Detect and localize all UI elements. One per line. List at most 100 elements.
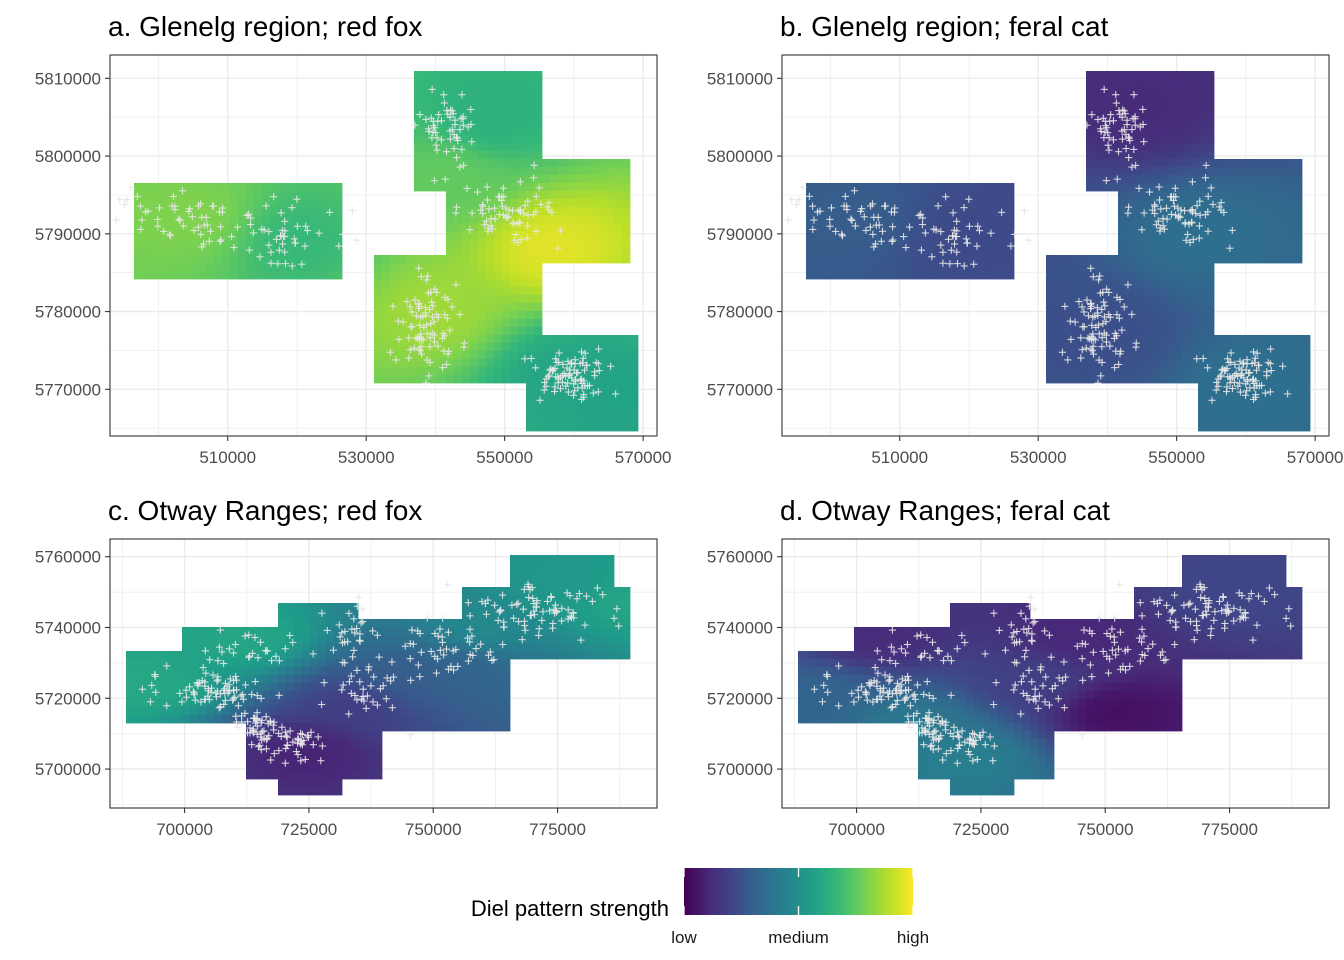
heat-cell xyxy=(1054,287,1063,296)
heat-cell xyxy=(1214,247,1223,256)
heat-cell xyxy=(558,239,567,248)
site-marker xyxy=(449,110,457,118)
site-marker xyxy=(918,220,927,229)
heat-cell xyxy=(902,627,911,636)
heat-cell xyxy=(846,675,855,684)
heat-cell xyxy=(1134,103,1143,112)
heat-cell xyxy=(854,699,863,708)
site-marker xyxy=(283,733,291,741)
heat-cell xyxy=(422,643,431,652)
heat-cell xyxy=(302,699,311,708)
site-marker xyxy=(1159,222,1167,230)
heat-cell xyxy=(526,79,535,88)
heat-cell xyxy=(174,255,183,264)
heat-cell xyxy=(1198,279,1207,288)
heat-cell xyxy=(950,191,959,200)
site-marker xyxy=(267,259,275,267)
heat-cell xyxy=(454,87,463,96)
heat-cell xyxy=(294,223,303,232)
site-marker xyxy=(232,686,241,694)
heat-cell xyxy=(150,191,159,200)
heat-cell xyxy=(1094,71,1103,80)
heat-cell xyxy=(350,675,359,684)
site-marker xyxy=(178,187,187,195)
site-marker xyxy=(508,601,516,609)
site-marker xyxy=(429,302,437,310)
site-marker xyxy=(355,636,364,644)
heat-cell xyxy=(1110,111,1119,120)
heat-cell xyxy=(894,207,903,216)
heat-cell xyxy=(1286,423,1295,432)
heat-cell xyxy=(478,699,487,708)
heat-cell xyxy=(318,183,327,192)
heat-cell xyxy=(270,659,279,668)
heat-cell xyxy=(1214,399,1223,408)
heat-cell xyxy=(614,215,623,224)
site-marker xyxy=(1102,338,1111,346)
heat-cell xyxy=(566,579,575,588)
heat-cell xyxy=(158,263,167,272)
heat-cell xyxy=(1206,215,1215,224)
heat-cell xyxy=(446,143,455,152)
heat-cell xyxy=(302,247,311,256)
site-marker xyxy=(1102,318,1110,326)
heat-cell xyxy=(446,207,455,216)
heat-cell xyxy=(294,699,303,708)
heat-cell xyxy=(1278,175,1287,184)
heat-cell xyxy=(446,223,455,232)
site-marker xyxy=(1115,360,1123,369)
heat-cell xyxy=(374,699,383,708)
site-marker xyxy=(1157,205,1165,213)
heat-cell xyxy=(966,247,975,256)
heat-cell xyxy=(1158,263,1167,272)
heat-cell xyxy=(1230,423,1239,432)
heat-cell xyxy=(230,207,239,216)
site-marker xyxy=(199,663,207,672)
site-marker xyxy=(574,368,582,377)
heat-cell xyxy=(966,255,975,264)
heat-cell xyxy=(1190,239,1199,248)
heat-cell xyxy=(1126,247,1135,256)
site-marker xyxy=(459,113,467,121)
heat-cell xyxy=(374,351,383,360)
heat-cell xyxy=(1158,303,1167,312)
heat-cell xyxy=(398,715,407,724)
heat-cell xyxy=(206,263,215,272)
heat-cell xyxy=(470,271,479,280)
heat-cell xyxy=(446,667,455,676)
heat-cell xyxy=(1102,343,1111,352)
heat-cell xyxy=(358,675,367,684)
site-marker xyxy=(1154,217,1162,225)
site-marker xyxy=(553,358,561,367)
site-marker xyxy=(275,657,283,665)
heat-cell xyxy=(1198,399,1207,408)
heat-cell xyxy=(414,699,423,708)
heat-cell xyxy=(1254,391,1263,400)
heat-cell xyxy=(422,263,431,272)
site-marker xyxy=(226,675,234,683)
heat-cell xyxy=(310,223,319,232)
heat-cell xyxy=(574,399,583,408)
heat-cell xyxy=(1174,231,1183,240)
heat-cell xyxy=(606,343,615,352)
site-marker xyxy=(1128,125,1136,134)
heat-cell xyxy=(1094,255,1103,264)
heat-cell xyxy=(1078,335,1087,344)
heat-cell xyxy=(150,271,159,280)
heat-cell xyxy=(598,399,607,408)
site-marker xyxy=(1100,329,1108,337)
site-marker xyxy=(1225,358,1233,367)
heat-cell xyxy=(614,611,623,620)
heat-cell xyxy=(902,675,911,684)
site-marker xyxy=(317,757,325,765)
heat-cell xyxy=(350,715,359,724)
heat-cell xyxy=(470,207,479,216)
site-marker xyxy=(932,226,940,234)
heat-cell xyxy=(518,279,527,288)
heat-cell xyxy=(534,399,543,408)
heat-cell xyxy=(486,643,495,652)
heat-cell xyxy=(478,715,487,724)
heat-cell xyxy=(598,223,607,232)
heat-cell xyxy=(1102,367,1111,376)
heat-cell xyxy=(1150,303,1159,312)
